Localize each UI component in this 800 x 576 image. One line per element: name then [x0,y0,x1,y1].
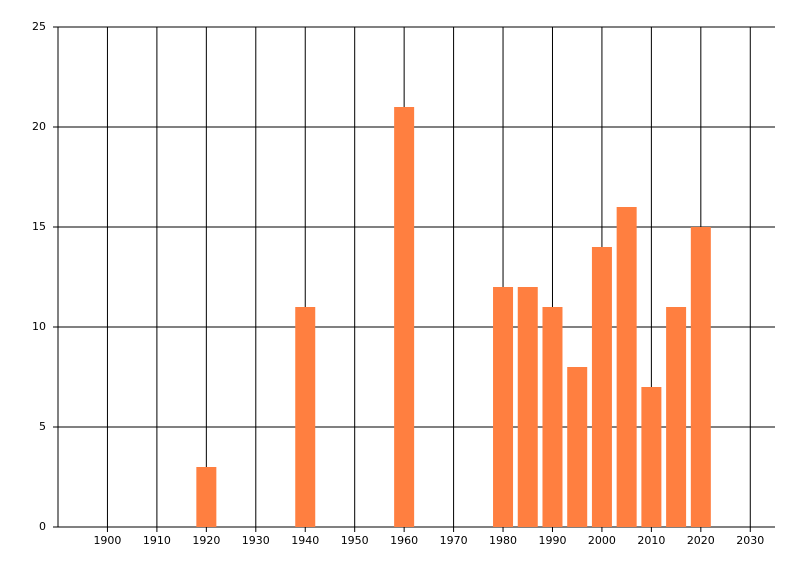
x-tick-label: 1970 [440,534,468,547]
x-tick-label: 1990 [538,534,566,547]
bar [493,287,514,527]
bar [542,307,563,527]
x-tick-label: 1980 [489,534,517,547]
y-tick-label: 5 [39,420,46,433]
bar [690,227,711,527]
y-tick-label: 25 [32,20,46,33]
bar [616,207,637,527]
bar [567,367,588,527]
bar [666,307,687,527]
x-tick-label: 2020 [687,534,715,547]
bar [591,247,612,527]
x-tick-label: 2010 [637,534,665,547]
x-tick-label: 1910 [143,534,171,547]
bar [517,287,538,527]
x-tick-label: 1920 [192,534,220,547]
y-tick-label: 10 [32,320,46,333]
y-tick-label: 20 [32,120,46,133]
x-tick-label: 1950 [341,534,369,547]
x-tick-label: 1960 [390,534,418,547]
bar [295,307,316,527]
x-tick-label: 1930 [242,534,270,547]
bar [196,467,217,527]
y-tick-label: 0 [39,520,46,533]
bar [641,387,662,527]
x-tick-label: 1940 [291,534,319,547]
x-tick-label: 1900 [93,534,121,547]
x-tick-label: 2030 [736,534,764,547]
y-tick-label: 15 [32,220,46,233]
x-tick-label: 2000 [588,534,616,547]
bar [394,107,415,527]
